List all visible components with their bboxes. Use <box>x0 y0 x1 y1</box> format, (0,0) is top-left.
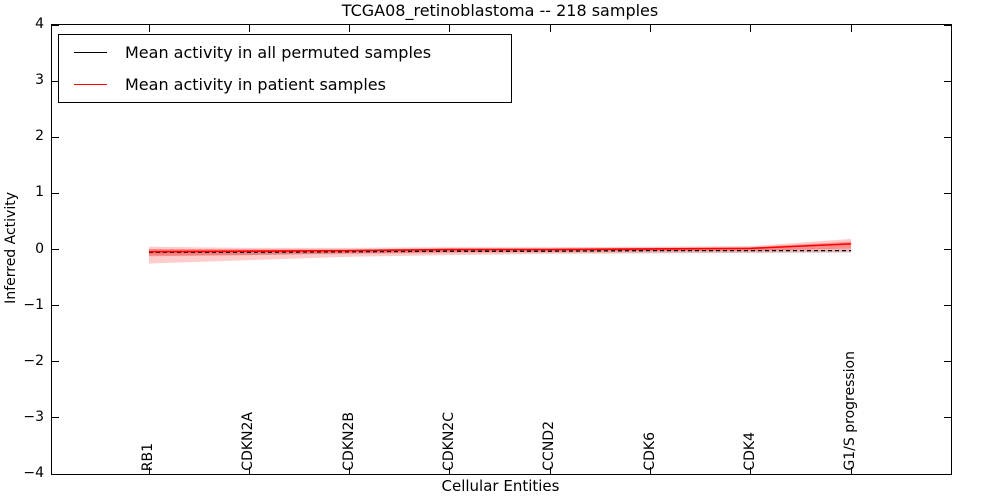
legend-line-black-icon <box>74 52 107 54</box>
x-tick-top <box>148 25 150 32</box>
x-tick-label: G1/S progression <box>842 351 859 471</box>
x-tick-top <box>650 25 651 32</box>
x-tick-bottom <box>549 467 551 474</box>
x-tick-bottom <box>650 467 651 474</box>
y-tick-left <box>52 192 59 194</box>
x-tick-label: CDKN2A <box>240 412 257 471</box>
y-tick-label: −2 <box>23 352 44 369</box>
x-tick-top <box>248 25 250 32</box>
x-tick-label: CDK4 <box>741 432 758 471</box>
x-tick-top <box>449 25 451 32</box>
y-tick-label: −1 <box>23 296 44 313</box>
x-tick-bottom <box>248 467 250 474</box>
y-tick-left <box>52 417 59 419</box>
patient-mean-line <box>148 243 852 253</box>
legend-label-permuted: Mean activity in all permuted samples <box>125 43 432 63</box>
y-tick-right <box>944 192 951 194</box>
legend-item-permuted: Mean activity in all permuted samples <box>59 43 511 62</box>
y-tick-right <box>944 80 951 82</box>
x-tick-bottom <box>349 467 351 474</box>
x-tick-label: CDK6 <box>641 432 658 471</box>
y-tick-right <box>944 24 951 26</box>
y-tick-label: −4 <box>23 465 44 481</box>
y-tick-right <box>944 305 951 307</box>
x-tick-top <box>750 25 752 32</box>
legend-label-patient: Mean activity in patient samples <box>125 74 386 94</box>
y-tick-right <box>944 361 951 363</box>
y-tick-left <box>52 80 59 82</box>
y-tick-label: 1 <box>35 184 44 201</box>
y-tick-label: 2 <box>35 128 44 145</box>
permuted-mean-line <box>149 249 852 253</box>
legend: Mean activity in all permuted samples Me… <box>58 34 512 103</box>
y-tick-left <box>52 249 59 250</box>
x-tick-bottom <box>449 467 451 474</box>
chart-canvas <box>148 238 852 264</box>
x-tick-label: CDKN2B <box>340 412 357 471</box>
legend-item-patient: Mean activity in patient samples <box>59 75 511 94</box>
y-tick-label: 0 <box>35 240 44 257</box>
x-axis-label: Cellular Entities <box>441 477 560 495</box>
y-tick-label: 4 <box>35 16 44 32</box>
y-tick-right <box>944 136 951 138</box>
chart-title: TCGA08_retinoblastoma -- 218 samples <box>341 1 659 20</box>
x-tick-bottom <box>750 467 752 474</box>
x-tick-bottom <box>148 467 150 474</box>
y-tick-label: −3 <box>23 408 44 425</box>
x-tick-top <box>549 25 551 32</box>
x-tick-bottom <box>850 467 852 474</box>
y-tick-label: 3 <box>35 72 44 89</box>
y-tick-left <box>52 305 59 307</box>
y-tick-right <box>944 473 951 475</box>
legend-line-red-icon <box>74 83 107 85</box>
y-tick-left <box>52 136 59 138</box>
plot-area: Mean activity in all permuted samples Me… <box>51 24 952 475</box>
y-tick-left <box>52 473 59 475</box>
y-tick-right <box>944 249 951 250</box>
x-tick-label: CCND2 <box>541 421 558 471</box>
y-tick-right <box>944 417 951 419</box>
x-tick-top <box>349 25 351 32</box>
y-tick-left <box>52 24 59 26</box>
y-tick-left <box>52 361 59 363</box>
x-tick-label: CDKN2C <box>440 412 457 471</box>
x-tick-top <box>850 25 852 32</box>
